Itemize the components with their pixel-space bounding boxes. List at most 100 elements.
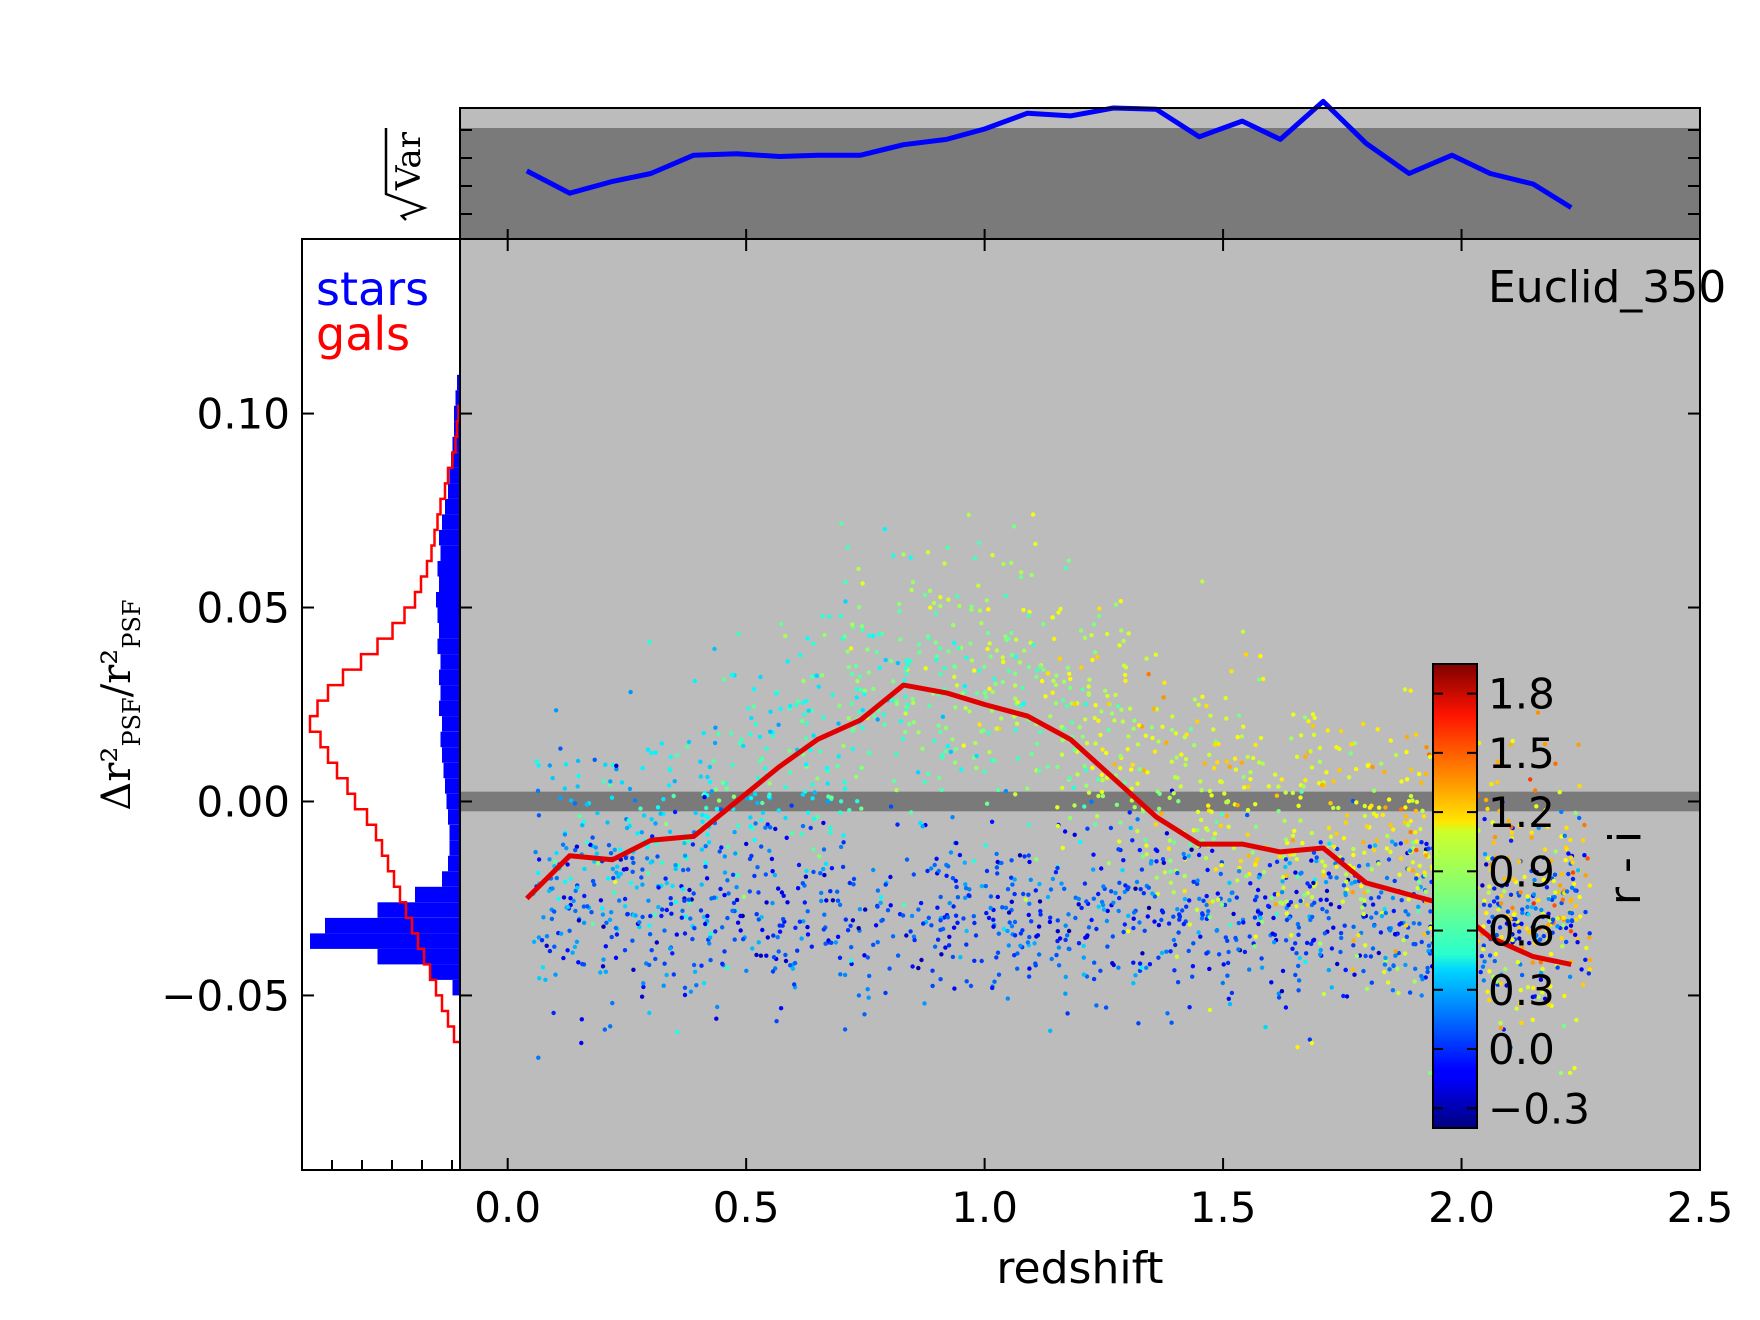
scatter-point bbox=[606, 843, 612, 848]
scatter-point bbox=[836, 721, 841, 726]
scatter-point bbox=[950, 737, 955, 742]
scatter-point bbox=[1176, 930, 1181, 935]
scatter-point bbox=[1283, 1005, 1289, 1010]
scatter-point bbox=[1276, 991, 1282, 996]
scatter-point bbox=[1090, 765, 1095, 771]
scatter-point bbox=[1280, 874, 1286, 880]
scatter-point bbox=[1491, 974, 1496, 979]
scatter-point bbox=[1582, 822, 1587, 828]
scatter-point bbox=[1067, 775, 1072, 781]
scatter-point bbox=[1520, 907, 1525, 912]
scatter-point bbox=[872, 713, 877, 719]
scatter-point bbox=[1029, 751, 1034, 757]
scatter-point bbox=[607, 917, 613, 922]
scatter-point bbox=[1164, 949, 1169, 954]
scatter-point bbox=[1093, 822, 1098, 827]
scatter-point bbox=[746, 706, 751, 711]
scatter-point bbox=[1065, 933, 1070, 938]
scatter-point bbox=[1113, 602, 1119, 607]
scatter-point bbox=[938, 671, 943, 677]
x-tick-label: 0.5 bbox=[713, 1183, 780, 1232]
scatter-point bbox=[1550, 930, 1555, 935]
scatter-point bbox=[933, 640, 938, 645]
scatter-point bbox=[1510, 905, 1515, 911]
scatter-point bbox=[763, 825, 768, 830]
scatter-point bbox=[854, 695, 859, 700]
scatter-point bbox=[656, 904, 661, 910]
scatter-point bbox=[1520, 910, 1525, 916]
scatter-point bbox=[1361, 968, 1366, 974]
scatter-point bbox=[1564, 825, 1569, 830]
scatter-point bbox=[1105, 908, 1110, 914]
scatter-point bbox=[819, 890, 824, 896]
scatter-point bbox=[1156, 806, 1162, 811]
scatter-point bbox=[934, 856, 939, 861]
scatter-point bbox=[711, 895, 717, 900]
scatter-point bbox=[1027, 901, 1032, 906]
scatter-point bbox=[1263, 895, 1268, 900]
scatter-point bbox=[1253, 742, 1258, 748]
scatter-point bbox=[816, 684, 821, 689]
scatter-point bbox=[1338, 949, 1343, 955]
scatter-point bbox=[1314, 855, 1319, 860]
scatter-point bbox=[659, 913, 664, 919]
scatter-point bbox=[713, 787, 719, 792]
scatter-point bbox=[1226, 824, 1231, 829]
legend-stars: stars bbox=[316, 262, 429, 316]
scatter-point bbox=[623, 855, 629, 861]
scatter-point bbox=[641, 981, 646, 986]
scatter-point bbox=[1508, 916, 1513, 922]
scatter-point bbox=[1072, 832, 1077, 837]
scatter-point bbox=[1117, 839, 1122, 844]
scatter-point bbox=[856, 993, 862, 998]
scatter-point bbox=[1170, 714, 1175, 719]
scatter-point bbox=[640, 765, 645, 771]
scatter-point bbox=[1111, 962, 1116, 968]
scatter-point bbox=[1003, 788, 1009, 794]
scatter-point bbox=[1526, 912, 1531, 917]
scatter-point bbox=[800, 881, 805, 886]
histogram-stars-bar bbox=[436, 592, 460, 608]
scatter-point bbox=[1378, 930, 1384, 935]
scatter-point bbox=[1399, 898, 1404, 903]
scatter-point bbox=[987, 641, 992, 646]
scatter-point bbox=[1335, 961, 1340, 967]
scatter-point bbox=[725, 878, 730, 883]
scatter-point bbox=[627, 786, 633, 792]
histogram-stars-bar bbox=[442, 871, 460, 887]
scatter-point bbox=[1105, 693, 1110, 699]
scatter-point bbox=[1284, 873, 1289, 879]
scatter-point bbox=[1182, 873, 1187, 879]
scatter-point bbox=[842, 634, 848, 639]
scatter-point bbox=[1057, 656, 1063, 661]
scatter-point bbox=[919, 957, 924, 963]
scatter-point bbox=[1207, 915, 1213, 920]
scatter-point bbox=[716, 731, 721, 737]
scatter-point bbox=[972, 555, 978, 561]
scatter-point bbox=[800, 792, 806, 797]
scatter-point bbox=[995, 787, 1001, 793]
scatter-point bbox=[1403, 805, 1408, 810]
colorbar: −0.30.00.30.60.91.21.51.8 r - i bbox=[1432, 663, 1651, 1133]
scatter-point bbox=[1063, 566, 1069, 571]
scatter-point bbox=[1365, 763, 1371, 768]
scatter-point bbox=[1310, 723, 1316, 729]
scatter-point bbox=[853, 663, 859, 669]
scatter-point bbox=[1212, 765, 1217, 771]
scatter-point bbox=[1362, 850, 1367, 855]
scatter-point bbox=[1116, 965, 1121, 970]
scatter-point bbox=[675, 753, 680, 758]
scatter-point bbox=[1186, 948, 1191, 954]
scatter-point bbox=[1151, 706, 1156, 711]
scatter-point bbox=[1303, 959, 1308, 965]
scatter-point bbox=[951, 640, 957, 646]
scatter-point bbox=[1372, 843, 1378, 848]
scatter-point bbox=[866, 670, 871, 675]
scatter-point bbox=[1574, 1017, 1579, 1023]
scatter-point bbox=[788, 703, 793, 709]
scatter-point bbox=[1556, 890, 1562, 895]
scatter-point bbox=[1131, 726, 1136, 731]
scatter-point bbox=[1191, 941, 1196, 946]
scatter-point bbox=[1546, 1002, 1552, 1007]
scatter-point bbox=[1215, 891, 1221, 896]
